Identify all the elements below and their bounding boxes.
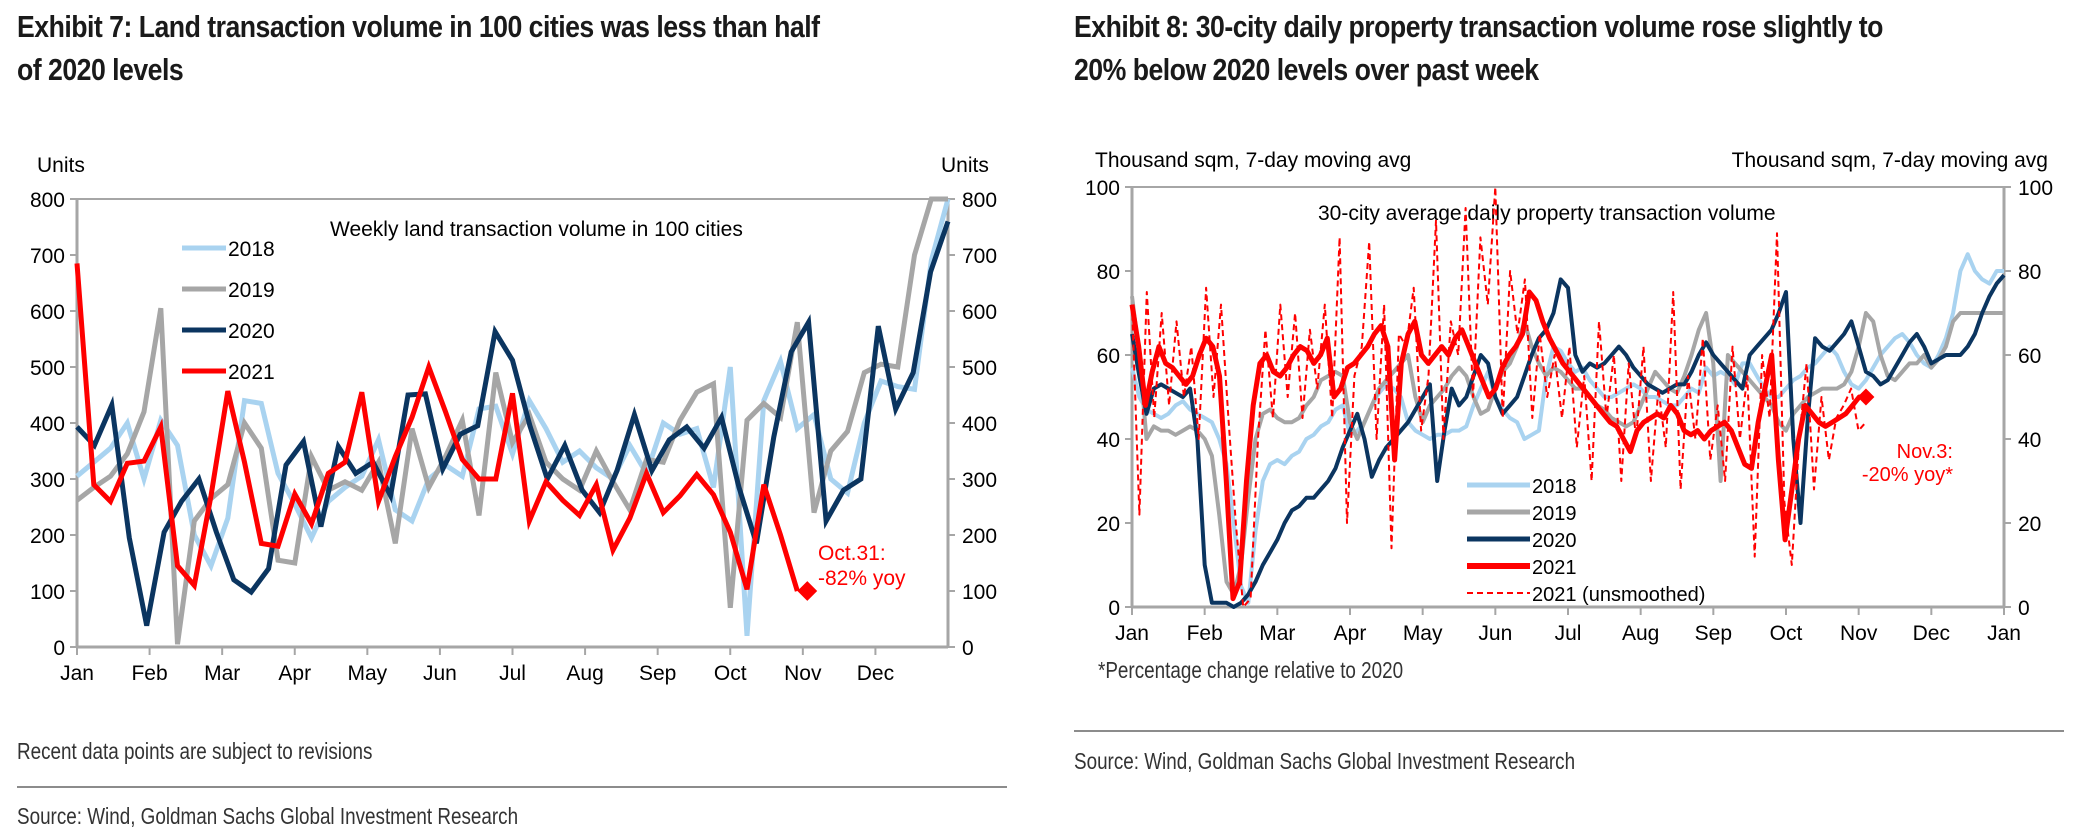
x-tick-label-nov: Nov: [784, 662, 822, 685]
left-y-tick-label: 600: [30, 301, 65, 324]
left-y-tick-label: 300: [30, 469, 65, 492]
left-y-tick-label: 0: [53, 637, 65, 660]
right-y-tick-label: 100: [2018, 177, 2053, 200]
legend-label-2021: 2021: [1532, 557, 1577, 579]
legend-label-2020: 2020: [1532, 530, 1577, 552]
exhibit8-title-line2: 20% below 2020 levels over past week: [1074, 52, 1539, 87]
x-tick-label-mar: Mar: [1259, 622, 1295, 645]
right-y-tick-label: 700: [962, 245, 997, 268]
ex8-left-axis-unit: Thousand sqm, 7-day moving avg: [1095, 149, 1411, 172]
x-tick-label-may: May: [347, 662, 387, 685]
annotation-line1: Nov.3:: [1897, 441, 1953, 463]
left-y-tick-label: 80: [1097, 261, 1120, 284]
x-tick-label-jun: Jun: [423, 662, 457, 685]
legend-label-2018: 2018: [228, 238, 275, 261]
x-tick-label-apr: Apr: [278, 662, 311, 685]
x-tick-label-aug: Aug: [1622, 622, 1659, 645]
exhibit7-note: Recent data points are subject to revisi…: [17, 738, 373, 764]
annotation-line2: -20% yoy*: [1862, 464, 1953, 486]
series-line-2020: [1130, 273, 2006, 609]
x-tick-label-apr: Apr: [1334, 622, 1367, 645]
legend-label-2019: 2019: [228, 279, 275, 302]
left-y-tick-label: 100: [30, 581, 65, 604]
left-y-tick-label: 500: [30, 357, 65, 380]
exhibit7-title-line2: of 2020 levels: [17, 52, 184, 87]
x-tick-label-nov: Nov: [1840, 622, 1878, 645]
latest-point-marker: [1857, 388, 1875, 406]
x-tick-label-dec: Dec: [857, 662, 894, 685]
x-tick-label-may: May: [1403, 622, 1443, 645]
left-y-tick-label: 40: [1097, 429, 1120, 452]
series-line-2018: [75, 198, 951, 636]
right-y-tick-label: 20: [2018, 513, 2041, 536]
ex7-left-axis-unit: Units: [37, 154, 85, 177]
x-tick-label-oct: Oct: [714, 662, 747, 685]
x-tick-label-sep: Sep: [639, 662, 676, 685]
x-tick-label-jul: Jul: [1555, 622, 1582, 645]
x-tick-label-aug: Aug: [566, 662, 603, 685]
x-tick-label-feb: Feb: [131, 662, 167, 685]
series-line-2019: [75, 196, 948, 645]
right-y-tick-label: 500: [962, 357, 997, 380]
left-y-tick-label: 0: [1108, 597, 1120, 620]
ex7-chart-title: Weekly land transaction volume in 100 ci…: [330, 218, 743, 241]
right-y-tick-label: 80: [2018, 261, 2041, 284]
exhibit8-footnote: *Percentage change relative to 2020: [1098, 657, 1404, 683]
series-line-2021: [1129, 289, 1866, 602]
left-y-tick-label: 100: [1085, 177, 1120, 200]
right-y-tick-label: 0: [2018, 597, 2030, 620]
right-y-tick-label: 400: [962, 413, 997, 436]
exhibit8-divider: [1074, 730, 2064, 732]
right-y-tick-label: 60: [2018, 345, 2041, 368]
legend-label-2020: 2020: [228, 320, 275, 343]
left-y-tick-label: 200: [30, 525, 65, 548]
legend-label-2019: 2019: [1532, 503, 1577, 525]
right-y-tick-label: 40: [2018, 429, 2041, 452]
x-tick-label-mar: Mar: [204, 662, 240, 685]
right-y-tick-label: 600: [962, 301, 997, 324]
x-tick-label-jan: Jan: [60, 662, 94, 685]
legend-label-2018: 2018: [1532, 476, 1577, 498]
exhibit7-title-line1: Exhibit 7: Land transaction volume in 10…: [17, 9, 820, 44]
x-tick-label-jul: Jul: [499, 662, 526, 685]
x-tick-label-jan: Jan: [1115, 622, 1149, 645]
latest-point-marker: [797, 581, 818, 601]
series-line-2021-unsmoothed-: [1131, 186, 1867, 608]
x-tick-label-dec: Dec: [1913, 622, 1950, 645]
right-y-tick-label: 300: [962, 469, 997, 492]
exhibit7-source: Source: Wind, Goldman Sachs Global Inves…: [17, 803, 519, 829]
series-line-2020: [75, 220, 951, 627]
left-y-tick-label: 400: [30, 413, 65, 436]
left-y-tick-label: 700: [30, 245, 65, 268]
x-tick-label-sep: Sep: [1695, 622, 1732, 645]
ex7-right-axis-unit: Units: [941, 154, 989, 177]
right-y-tick-label: 200: [962, 525, 997, 548]
x-tick-label-oct: Oct: [1770, 622, 1803, 645]
x-tick-label-feb: Feb: [1187, 622, 1223, 645]
annotation-line2: -82% yoy: [818, 567, 906, 590]
left-y-tick-label: 20: [1097, 513, 1120, 536]
ex8-chart-title: 30-city average daily property transacti…: [1318, 202, 1776, 225]
ex8-right-axis-unit: Thousand sqm, 7-day moving avg: [1732, 149, 2048, 172]
right-y-tick-label: 100: [962, 581, 997, 604]
x-tick-label-jan: Jan: [1987, 622, 2021, 645]
left-y-tick-label: 60: [1097, 345, 1120, 368]
right-y-tick-label: 800: [962, 189, 997, 212]
x-tick-label-jun: Jun: [1478, 622, 1512, 645]
legend-label-2021-unsmoothed-: 2021 (unsmoothed): [1532, 584, 1705, 606]
right-y-tick-label: 0: [962, 637, 974, 660]
legend-label-2021: 2021: [228, 361, 275, 384]
exhibit7-divider: [17, 786, 1007, 788]
series-line-2021: [74, 263, 800, 592]
annotation-line1: Oct.31:: [818, 542, 886, 565]
exhibit8-title-line1: Exhibit 8: 30-city daily property transa…: [1074, 9, 1883, 44]
exhibit8-source: Source: Wind, Goldman Sachs Global Inves…: [1074, 748, 1576, 774]
left-y-tick-label: 800: [30, 189, 65, 212]
